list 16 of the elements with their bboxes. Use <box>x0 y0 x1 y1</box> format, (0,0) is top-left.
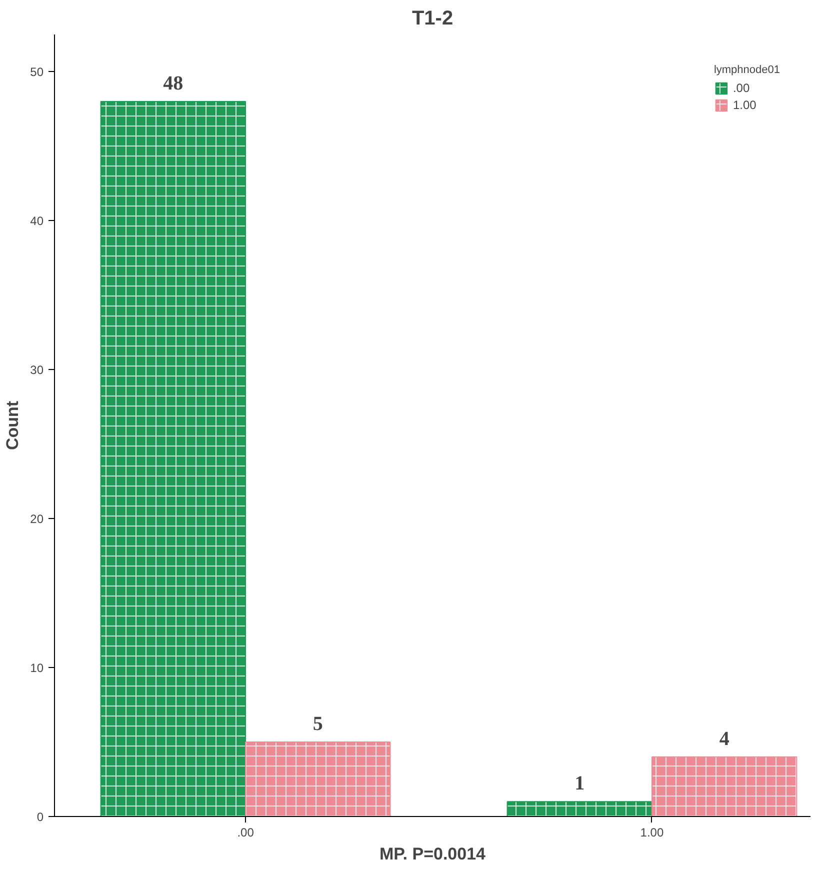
data-label: 4 <box>719 728 730 750</box>
y-tick-label: 30 <box>30 363 44 378</box>
data-label: 48 <box>163 72 184 95</box>
legend-label: .00 <box>732 81 751 95</box>
y-tick-label: 0 <box>36 810 44 824</box>
y-tick-label: 50 <box>30 65 44 80</box>
chart-title: T1-2 <box>412 8 454 30</box>
data-label: 1 <box>574 772 585 795</box>
legend-label: 1.00 <box>732 98 756 112</box>
y-tick-label: 10 <box>30 661 44 676</box>
x-axis-title: MP. P=0.0014 <box>379 844 486 864</box>
y-tick-label: 40 <box>30 214 44 228</box>
legend-title: lymphnode01 <box>714 64 780 76</box>
y-tick-label: 20 <box>30 512 44 526</box>
data-label: 5 <box>312 713 323 736</box>
y-axis-title: Count <box>3 400 22 450</box>
